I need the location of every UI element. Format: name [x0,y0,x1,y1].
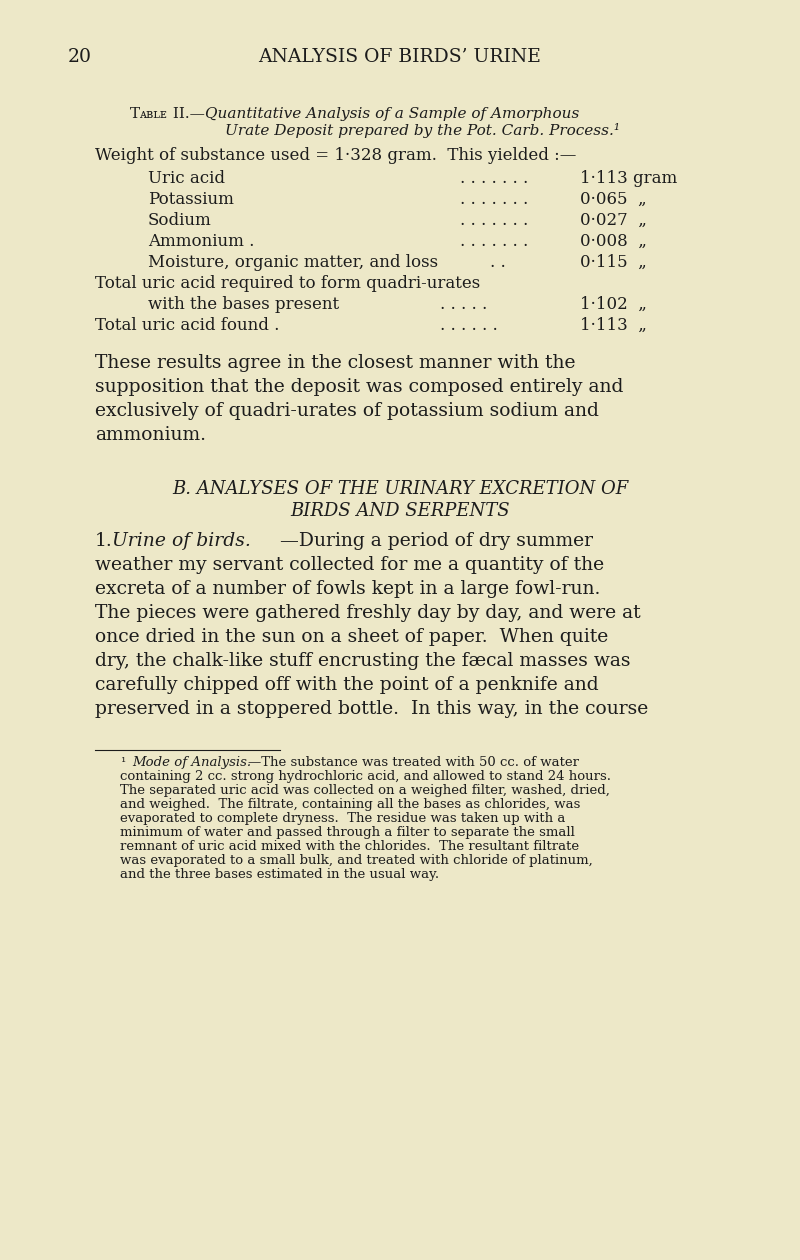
Text: . . . . . . .: . . . . . . . [460,170,528,186]
Text: . . . . . . .: . . . . . . . [460,212,528,229]
Text: . .: . . [490,255,506,271]
Text: Moisture, organic matter, and loss: Moisture, organic matter, and loss [148,255,438,271]
Text: 1·102  „: 1·102 „ [580,296,647,312]
Text: ANALYSIS OF BIRDS’ URINE: ANALYSIS OF BIRDS’ URINE [258,48,542,66]
Text: was evaporated to a small bulk, and treated with chloride of platinum,: was evaporated to a small bulk, and trea… [120,854,593,867]
Text: and weighed.  The filtrate, containing all the bases as chlorides, was: and weighed. The filtrate, containing al… [120,798,580,811]
Text: II.—: II.— [168,107,205,121]
Text: excreta of a number of fowls kept in a large fowl-run.: excreta of a number of fowls kept in a l… [95,580,600,598]
Text: . . . . . . .: . . . . . . . [460,233,528,249]
Text: . . . . .: . . . . . [440,296,487,312]
Text: Ammonium .: Ammonium . [148,233,254,249]
Text: Mode of Analysis.: Mode of Analysis. [132,756,251,769]
Text: remnant of uric acid mixed with the chlorides.  The resultant filtrate: remnant of uric acid mixed with the chlo… [120,840,579,853]
Text: and the three bases estimated in the usual way.: and the three bases estimated in the usu… [120,868,439,881]
Text: dry, the chalk-like stuff encrusting the fæcal masses was: dry, the chalk-like stuff encrusting the… [95,651,630,670]
Text: ᴀʙʟᴇ: ᴀʙʟᴇ [139,108,167,121]
Text: 20: 20 [68,48,92,66]
Text: T: T [130,107,140,121]
Text: carefully chipped off with the point of a penknife and: carefully chipped off with the point of … [95,677,598,694]
Text: 1·113  „: 1·113 „ [580,318,647,334]
Text: 0·008  „: 0·008 „ [580,233,647,249]
Text: ammonium.: ammonium. [95,426,206,444]
Text: evaporated to complete dryness.  The residue was taken up with a: evaporated to complete dryness. The resi… [120,811,566,825]
Text: minimum of water and passed through a filter to separate the small: minimum of water and passed through a fi… [120,827,575,839]
Text: Quantitative Analysis of a Sample of Amorphous: Quantitative Analysis of a Sample of Amo… [205,107,579,121]
Text: containing 2 cc. strong hydrochloric acid, and allowed to stand 24 hours.: containing 2 cc. strong hydrochloric aci… [120,770,611,782]
Text: with the bases present: with the bases present [148,296,339,312]
Text: Uric acid: Uric acid [148,170,225,186]
Text: supposition that the deposit was composed entirely and: supposition that the deposit was compose… [95,378,623,396]
Text: B. ANALYSES OF THE URINARY EXCRETION OF: B. ANALYSES OF THE URINARY EXCRETION OF [172,480,628,498]
Text: 1·113 gram: 1·113 gram [580,170,678,186]
Text: —The substance was treated with 50 cc. of water: —The substance was treated with 50 cc. o… [248,756,579,769]
Text: Urate Deposit prepared by the Pot. Carb. Process.¹: Urate Deposit prepared by the Pot. Carb.… [225,123,620,139]
Text: . . . . . .: . . . . . . [440,318,498,334]
Text: 1.: 1. [95,532,113,551]
Text: preserved in a stoppered bottle.  In this way, in the course: preserved in a stoppered bottle. In this… [95,701,648,718]
Text: —During a period of dry summer: —During a period of dry summer [280,532,593,551]
Text: 0·065  „: 0·065 „ [580,192,646,208]
Text: These results agree in the closest manner with the: These results agree in the closest manne… [95,354,575,372]
Text: Potassium: Potassium [148,192,234,208]
Text: The separated uric acid was collected on a weighed filter, washed, dried,: The separated uric acid was collected on… [120,784,610,798]
Text: 0·115  „: 0·115 „ [580,255,646,271]
Text: BIRDS AND SERPENTS: BIRDS AND SERPENTS [290,501,510,520]
Text: ¹: ¹ [120,756,126,769]
Text: exclusively of quadri-urates of potassium sodium and: exclusively of quadri-urates of potassiu… [95,402,599,420]
Text: . . . . . . .: . . . . . . . [460,192,528,208]
Text: once dried in the sun on a sheet of paper.  When quite: once dried in the sun on a sheet of pape… [95,627,608,646]
Text: Urine of birds.: Urine of birds. [112,532,251,551]
Text: Sodium: Sodium [148,212,212,229]
Text: The pieces were gathered freshly day by day, and were at: The pieces were gathered freshly day by … [95,604,641,622]
Text: 0·027  „: 0·027 „ [580,212,647,229]
Text: Weight of substance used = 1·328 gram.  This yielded :—: Weight of substance used = 1·328 gram. T… [95,147,576,164]
Text: Total uric acid required to form quadri-urates: Total uric acid required to form quadri-… [95,275,480,292]
Text: Total uric acid found .: Total uric acid found . [95,318,279,334]
Text: weather my servant collected for me a quantity of the: weather my servant collected for me a qu… [95,556,604,575]
